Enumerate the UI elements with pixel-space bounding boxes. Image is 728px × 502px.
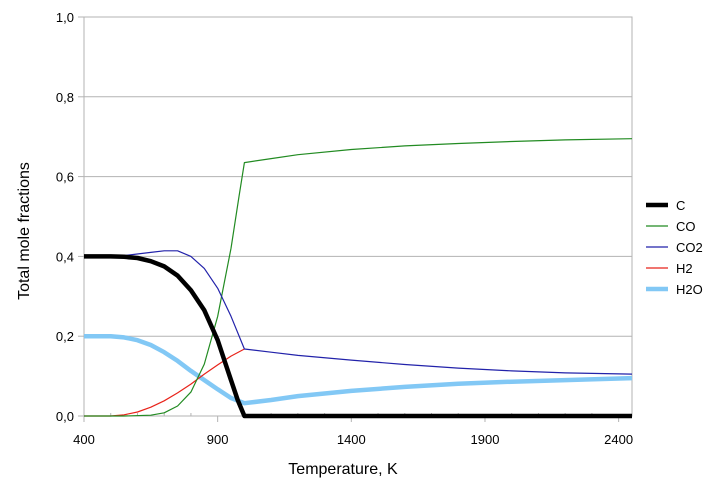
series-line-h2 — [84, 348, 245, 417]
y-tick-label: 0,4 — [56, 249, 74, 264]
plot-area — [83, 16, 633, 417]
x-tick-label: 400 — [73, 432, 95, 447]
legend-label-h2: H2 — [676, 261, 693, 276]
series-line-c — [84, 254, 632, 419]
y-tick-label: 0,6 — [56, 170, 74, 185]
y-axis-label: Total mole fractions — [16, 162, 33, 300]
y-tick-label: 0,2 — [56, 329, 74, 344]
legend-label-h2o: H2O — [676, 282, 703, 297]
x-tick-label: 1400 — [337, 432, 366, 447]
series-line-co2 — [83, 250, 633, 375]
legend-label-c: C — [676, 198, 685, 213]
legend-label-co: CO — [676, 219, 696, 234]
x-tick-label: 900 — [207, 432, 229, 447]
y-axis: 0,0 0,2 0,4 0,6 0,8 1,0 — [56, 10, 84, 424]
x-axis: 400 900 1400 1900 2400 — [73, 413, 633, 447]
legend: C CO CO2 H2 H2O — [646, 198, 703, 297]
x-axis-label: Temperature, K — [288, 461, 398, 478]
y-tick-label: 1,0 — [56, 10, 74, 25]
y-tick-label: 0,0 — [56, 409, 74, 424]
y-tick-label: 0,8 — [56, 90, 74, 105]
x-tick-label: 1900 — [471, 432, 500, 447]
gridlines — [84, 96, 632, 337]
series-line-h2o — [84, 333, 633, 406]
series-group — [83, 138, 633, 419]
series-line-co — [84, 138, 633, 417]
legend-label-co2: CO2 — [676, 240, 703, 255]
x-tick-label: 2400 — [604, 432, 633, 447]
